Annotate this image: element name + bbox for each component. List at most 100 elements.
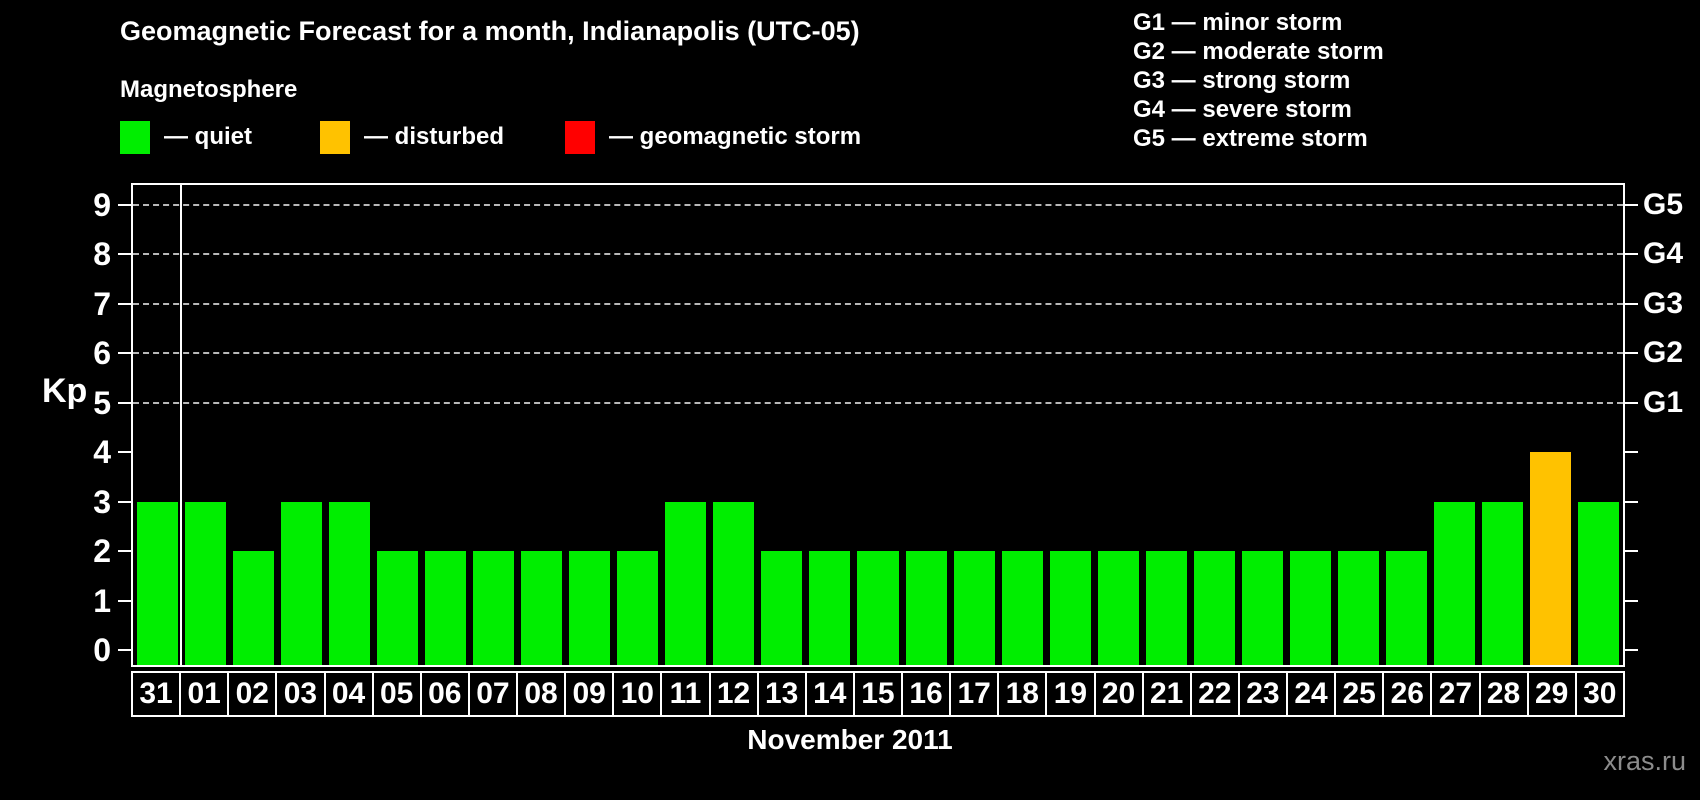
kp-bar-day-30 xyxy=(1578,501,1620,665)
day-label-20: 20 xyxy=(1093,671,1144,717)
left-tick-kp2 xyxy=(118,550,131,552)
day-label-31: 31 xyxy=(131,671,182,717)
kp-bar-day-13 xyxy=(761,551,803,665)
day-label-14: 14 xyxy=(804,671,855,717)
day-label-21: 21 xyxy=(1141,671,1192,717)
gridline-kp5 xyxy=(133,401,1623,404)
kp-bar-day-09 xyxy=(569,551,611,665)
right-tick-kp2 xyxy=(1625,550,1638,552)
day-label-01: 01 xyxy=(179,671,230,717)
legend-item-quiet: — quiet xyxy=(120,120,252,154)
day-label-13: 13 xyxy=(756,671,807,717)
left-tick-kp9 xyxy=(118,203,131,206)
kp-bar-day-26 xyxy=(1386,551,1428,665)
y-axis-tick-label: 4 xyxy=(93,434,111,470)
day-label-26: 26 xyxy=(1382,671,1433,717)
y-axis-title: Kp xyxy=(42,372,88,410)
kp-bar-day-18 xyxy=(1001,551,1043,665)
right-tick-kp8 xyxy=(1625,253,1638,255)
gridline-kp6 xyxy=(133,352,1623,354)
day-label-27: 27 xyxy=(1430,671,1481,717)
kp-bar-day-04 xyxy=(328,501,370,665)
kp-bar-day-22 xyxy=(1193,551,1235,665)
left-tick-kp8 xyxy=(118,253,131,255)
kp-bar-day-20 xyxy=(1097,551,1139,665)
left-tick-kp6 xyxy=(118,352,131,354)
kp-bar-day-07 xyxy=(472,551,514,665)
y-axis-tick-label: 7 xyxy=(93,285,111,322)
g-scale-legend: G1 — minor storm G2 — moderate storm G3 — … xyxy=(1133,8,1384,153)
y-axis-tick-label: 9 xyxy=(93,186,111,223)
right-tick-kp4 xyxy=(1625,451,1638,453)
day-label-30: 30 xyxy=(1574,671,1625,717)
kp-bar-day-17 xyxy=(953,551,995,665)
legend-item-label: — geomagnetic storm xyxy=(609,123,862,150)
left-tick-kp0 xyxy=(118,649,131,651)
watermark: xras.ru xyxy=(1603,746,1686,776)
day-label-28: 28 xyxy=(1478,671,1529,717)
y-axis-tick-label: 3 xyxy=(93,483,111,520)
day-label-07: 07 xyxy=(467,671,518,717)
kp-bar-day-01 xyxy=(184,501,226,665)
kp-bar-day-15 xyxy=(857,551,899,665)
right-tick-kp7 xyxy=(1625,302,1638,305)
kp-bar-day-27 xyxy=(1434,501,1476,665)
y-axis-tick-label: 5 xyxy=(93,384,111,421)
day-label-11: 11 xyxy=(660,671,711,717)
g-axis-label-g5: G5 xyxy=(1643,187,1684,221)
day-label-18: 18 xyxy=(997,671,1048,717)
kp-bar-day-24 xyxy=(1290,551,1332,665)
disturbed-color-swatch xyxy=(320,120,350,154)
g-axis-label-g2: G2 xyxy=(1643,336,1684,369)
day-label-05: 05 xyxy=(371,671,422,717)
right-tick-kp6 xyxy=(1625,352,1638,354)
day-label-25: 25 xyxy=(1334,671,1385,717)
gridline-kp9 xyxy=(133,203,1623,206)
kp-bar-day-10 xyxy=(617,551,659,665)
right-tick-kp5 xyxy=(1625,401,1638,404)
left-tick-kp5 xyxy=(118,401,131,404)
kp-bar-day-19 xyxy=(1049,551,1091,665)
left-tick-kp3 xyxy=(118,500,131,503)
day-label-29: 29 xyxy=(1526,671,1577,717)
kp-bar-day-03 xyxy=(280,501,322,665)
kp-bar-day-16 xyxy=(905,551,947,665)
previous-month-separator-line xyxy=(180,185,183,665)
gridline-kp7 xyxy=(133,302,1623,305)
day-label-17: 17 xyxy=(949,671,1000,717)
y-axis-tick-label: 0 xyxy=(93,632,111,668)
kp-bar-day-29 xyxy=(1530,452,1572,665)
kp-bar-day-02 xyxy=(232,551,274,665)
day-label-04: 04 xyxy=(323,671,374,717)
plot-inner: 0 1 2 3 4 5 6 7 8 9 G1 G2 G3 G4 G5 xyxy=(93,185,1683,668)
legend-item-disturbed: — disturbed xyxy=(320,120,504,154)
kp-bar-day-08 xyxy=(521,551,563,665)
left-tick-kp1 xyxy=(118,599,131,602)
day-label-08: 08 xyxy=(516,671,567,717)
kp-bar-day-06 xyxy=(424,551,466,665)
right-tick-kp9 xyxy=(1625,203,1638,206)
kp-bar-day-21 xyxy=(1145,551,1187,665)
kp-bar-day-12 xyxy=(713,501,755,665)
legend-item-label: — quiet xyxy=(164,123,252,150)
day-label-23: 23 xyxy=(1237,671,1288,717)
g-scale-legend-line: G1 — minor storm xyxy=(1133,9,1343,36)
day-label-15: 15 xyxy=(852,671,903,717)
legend-heading: Magnetosphere xyxy=(120,76,298,103)
right-tick-kp1 xyxy=(1625,599,1638,602)
day-label-19: 19 xyxy=(1045,671,1096,717)
left-tick-kp4 xyxy=(118,451,131,453)
plot-area: 0 1 2 3 4 5 6 7 8 9 G1 G2 G3 G4 G5 xyxy=(93,183,1683,668)
gridline-kp8 xyxy=(133,253,1623,255)
g-scale-legend-line: G3 — strong storm xyxy=(1133,67,1351,94)
right-tick-kp3 xyxy=(1625,500,1638,503)
kp-bar-day-23 xyxy=(1241,551,1284,665)
kp-bar-day-28 xyxy=(1482,501,1524,665)
day-label-06: 06 xyxy=(419,671,470,717)
storm-color-swatch xyxy=(565,120,595,154)
legend-item-label: — disturbed xyxy=(364,123,505,150)
y-axis-tick-label: 6 xyxy=(93,335,111,371)
day-label-24: 24 xyxy=(1286,671,1337,717)
day-label-22: 22 xyxy=(1189,671,1240,717)
